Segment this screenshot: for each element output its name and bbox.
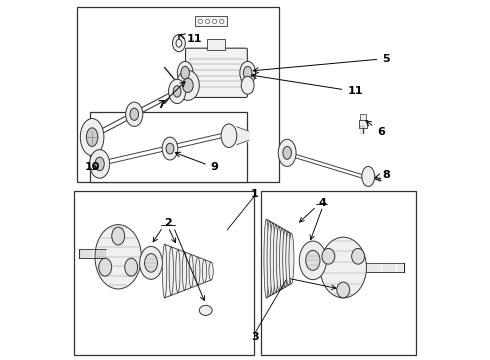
Ellipse shape xyxy=(140,247,163,279)
Ellipse shape xyxy=(169,247,173,295)
Ellipse shape xyxy=(320,237,367,298)
Ellipse shape xyxy=(322,248,335,264)
Ellipse shape xyxy=(289,234,294,284)
Ellipse shape xyxy=(337,282,350,298)
Ellipse shape xyxy=(95,157,104,171)
Text: 3: 3 xyxy=(251,332,258,342)
Ellipse shape xyxy=(267,221,272,296)
Bar xyxy=(90,112,247,182)
Ellipse shape xyxy=(181,66,190,79)
Circle shape xyxy=(213,19,217,23)
Ellipse shape xyxy=(283,230,288,287)
Ellipse shape xyxy=(145,253,157,272)
Ellipse shape xyxy=(189,255,193,288)
Ellipse shape xyxy=(209,262,213,280)
Ellipse shape xyxy=(182,252,187,290)
Ellipse shape xyxy=(80,118,104,156)
Text: 8: 8 xyxy=(375,170,390,180)
Ellipse shape xyxy=(276,226,281,291)
Text: 11: 11 xyxy=(180,34,202,44)
Text: 5: 5 xyxy=(253,54,390,73)
Ellipse shape xyxy=(264,219,269,298)
Text: 9: 9 xyxy=(175,152,219,172)
Ellipse shape xyxy=(244,66,252,79)
Ellipse shape xyxy=(196,257,200,285)
Ellipse shape xyxy=(270,223,275,294)
Ellipse shape xyxy=(162,137,178,160)
Circle shape xyxy=(205,19,210,23)
Ellipse shape xyxy=(169,79,186,104)
Ellipse shape xyxy=(362,166,375,186)
Bar xyxy=(261,191,416,355)
Ellipse shape xyxy=(352,248,365,264)
Ellipse shape xyxy=(176,70,199,100)
Text: 10: 10 xyxy=(84,162,100,172)
Bar xyxy=(77,8,279,182)
Ellipse shape xyxy=(173,86,181,97)
Ellipse shape xyxy=(130,108,139,120)
Text: 7: 7 xyxy=(157,82,185,110)
Ellipse shape xyxy=(163,244,167,298)
Ellipse shape xyxy=(202,260,207,283)
Ellipse shape xyxy=(199,305,212,315)
Ellipse shape xyxy=(273,225,278,293)
Ellipse shape xyxy=(283,147,292,159)
Text: 1: 1 xyxy=(251,189,259,199)
Polygon shape xyxy=(165,244,211,298)
Ellipse shape xyxy=(95,225,142,289)
Ellipse shape xyxy=(280,228,285,289)
Ellipse shape xyxy=(278,139,296,166)
Ellipse shape xyxy=(241,76,254,94)
Bar xyxy=(360,114,366,120)
Polygon shape xyxy=(267,219,292,298)
Ellipse shape xyxy=(126,102,143,126)
Ellipse shape xyxy=(112,227,124,245)
Ellipse shape xyxy=(86,128,98,147)
Text: 6: 6 xyxy=(366,121,385,137)
FancyBboxPatch shape xyxy=(186,48,247,98)
Ellipse shape xyxy=(176,249,180,293)
Ellipse shape xyxy=(166,143,174,154)
Ellipse shape xyxy=(182,78,193,93)
Circle shape xyxy=(198,19,202,23)
Bar xyxy=(74,191,254,355)
Ellipse shape xyxy=(299,241,326,280)
Ellipse shape xyxy=(176,39,182,47)
Ellipse shape xyxy=(177,62,193,84)
Text: 2: 2 xyxy=(164,218,172,228)
Ellipse shape xyxy=(90,150,110,178)
Bar xyxy=(207,39,225,50)
Ellipse shape xyxy=(306,250,320,270)
Ellipse shape xyxy=(172,35,185,52)
Bar xyxy=(195,17,227,26)
Ellipse shape xyxy=(99,258,112,276)
Ellipse shape xyxy=(240,62,256,84)
Circle shape xyxy=(220,19,224,23)
Ellipse shape xyxy=(125,258,138,276)
Text: 11: 11 xyxy=(251,73,363,96)
Text: 4: 4 xyxy=(319,198,327,208)
Ellipse shape xyxy=(221,124,237,148)
Ellipse shape xyxy=(286,232,291,285)
Bar xyxy=(359,120,367,128)
